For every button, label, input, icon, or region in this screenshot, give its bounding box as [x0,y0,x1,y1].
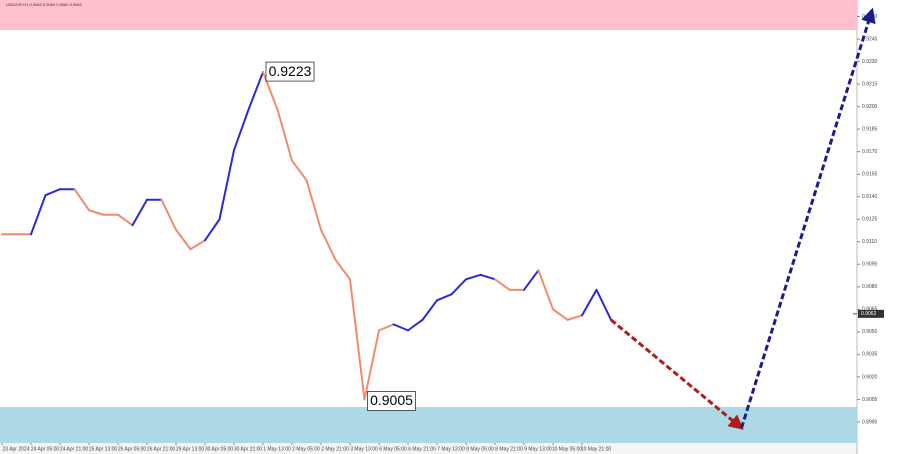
annotation-label: 0.9005 [370,392,413,408]
x-tick-label: 26 Apr 05:00 [118,446,147,452]
price-segment [44,188,61,197]
x-tick-label: 1 May 13:00 [263,446,291,452]
x-tick-label: 6 May 21:00 [408,446,436,452]
chart-title: USDCHF,H1 0.9062 0.9064 0.9060 0.9062 [6,2,83,7]
price-segment [334,258,351,281]
y-tick-label: 0.9215 [862,81,878,87]
price-segment [291,159,308,182]
price-segment [73,188,90,212]
y-tick-label: 0.9245 [862,36,878,42]
y-tick-label: 0.9185 [862,126,878,132]
price-segment [320,228,337,261]
price-segment [407,318,424,332]
price-segment [189,239,206,251]
price-segment [218,149,235,221]
x-tick-label: 2 May 05:00 [292,446,320,452]
x-tick-label: 10 May 21:00 [581,446,612,452]
price-segment [378,323,395,332]
price-segment [494,278,511,291]
x-tick-label: 24 Apr 05:00 [31,446,60,452]
price-segment [363,329,380,401]
x-tick-label: 30 Apr 05:00 [205,446,234,452]
price-segment [233,108,250,152]
price-segment [204,218,221,242]
price-segment [131,198,148,227]
y-tick-label: 0.9005 [862,397,878,403]
price-segment [160,198,177,231]
price-segment [479,273,496,281]
y-tick-label: 0.9155 [862,172,878,178]
x-axis-strip [0,443,857,454]
price-segment [450,278,467,296]
y-tick-label: 0.9035 [862,352,878,358]
price-segment [537,269,554,311]
target-zone [0,0,857,31]
x-tick-label: 29 Apr 13:00 [176,446,205,452]
price-segment [392,323,409,332]
price-segment [523,269,540,291]
x-tick-label: 3 May 13:00 [350,446,378,452]
target-zone [0,406,857,443]
x-tick-label: 30 Apr 21:00 [234,446,263,452]
x-tick-label: 23 Apr 2024 [3,446,30,452]
y-tick-label: 0.9095 [862,262,878,268]
price-segment [595,288,612,321]
price-segment [30,194,47,236]
y-tick-label: 0.9020 [862,374,878,380]
price-segment [465,273,482,281]
x-tick-label: 7 May 13:00 [437,446,465,452]
x-tick-label: 24 Apr 21:00 [60,446,89,452]
price-segment [276,108,293,162]
x-tick-label: 8 May 05:00 [466,446,494,452]
y-tick-label: 0.9110 [862,239,877,245]
price-segment [175,228,192,251]
annotation-label: 0.9223 [269,63,312,79]
price-segment [247,71,264,111]
price-segment [305,179,322,231]
y-tick-label: 0.9140 [862,194,878,200]
y-tick-label: 0.8990 [862,419,878,425]
x-tick-label: 6 May 05:00 [379,446,407,452]
forecast-arrow [610,318,744,430]
y-tick-label: 0.9080 [862,284,878,290]
price-segment [552,308,569,321]
annotation-box [265,61,315,82]
x-tick-label: 2 May 21:00 [321,446,349,452]
price-segment [262,71,279,111]
last-price-label: 0.9062 [861,311,877,317]
price-segment [436,293,453,302]
annotation-box [367,391,416,411]
y-tick-label: 0.9200 [862,104,878,110]
x-tick-label: 26 Apr 21:00 [147,446,176,452]
price-segment [88,209,105,216]
x-tick-label: 25 Apr 13:00 [89,446,118,452]
y-tick-label: 0.9050 [862,329,878,335]
price-segment [421,299,438,321]
x-tick-label: 10 May 05:00 [552,446,583,452]
forecast-arrow [740,7,876,429]
price-segment [349,278,366,401]
y-tick-label: 0.9230 [862,59,878,65]
last-price-tag [858,309,884,318]
x-tick-label: 9 May 13:00 [524,446,552,452]
y-tick-label: 0.9170 [862,149,878,155]
price-segment [566,314,583,321]
y-tick-label: 0.9065 [862,307,878,313]
price-segment [117,213,134,227]
x-tick-label: 8 May 21:00 [495,446,523,452]
price-segment [581,288,598,317]
y-tick-label: 0.9125 [862,217,878,223]
